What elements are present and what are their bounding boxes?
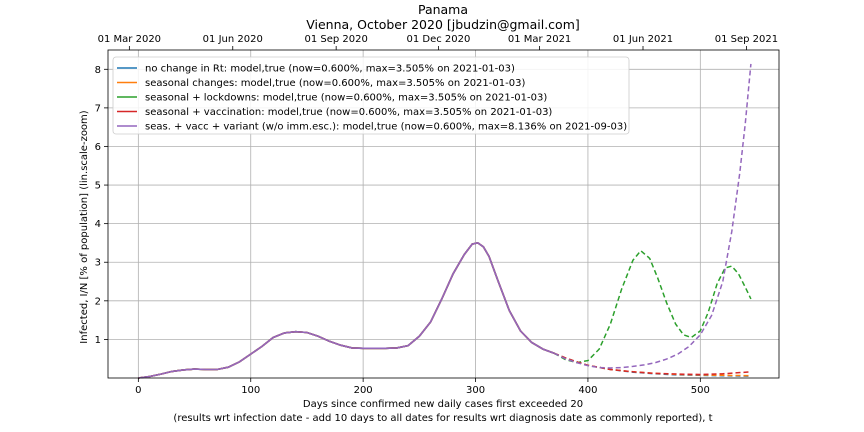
legend-entry: seasonal + lockdowns: model,true (now=0.… <box>145 93 547 104</box>
top-date-tick-label: 01 Mar 2020 <box>98 34 161 45</box>
y-axis-label: Infected, I/N [% of population] (lin.sca… <box>79 110 90 343</box>
top-date-tick-label: 01 Sep 2021 <box>715 34 778 45</box>
true-data-line <box>138 242 555 379</box>
x-tick-label: 300 <box>466 385 485 396</box>
top-date-tick-label: 01 Jun 2021 <box>613 34 673 45</box>
x-axis-label-secondary: (results wrt infection date - add 10 day… <box>173 413 712 424</box>
chart-title: Panama <box>418 2 468 17</box>
model-series-line <box>553 63 752 369</box>
y-tick-label: 2 <box>95 296 101 307</box>
chart-subtitle: Vienna, October 2020 [jbudzin@gmail.com] <box>306 17 580 32</box>
x-tick-label: 400 <box>578 385 597 396</box>
x-tick-label: 100 <box>241 385 260 396</box>
top-date-tick-label: 01 Dec 2020 <box>406 34 470 45</box>
y-tick-label: 6 <box>95 142 101 153</box>
legend-box <box>112 56 630 135</box>
legend-entry: no change in Rt: model,true (now=0.600%,… <box>145 64 515 75</box>
top-date-tick-label: 01 Sep 2020 <box>304 34 367 45</box>
y-tick-label: 1 <box>95 335 101 346</box>
model-series-line <box>553 352 751 376</box>
plot-area <box>107 49 780 379</box>
x-tick-label: 0 <box>135 385 141 396</box>
series-lines <box>553 63 752 377</box>
legend-entry: seasonal changes: model,true (now=0.600%… <box>145 78 525 89</box>
y-tick-label: 5 <box>95 181 101 192</box>
x-tick-label: 200 <box>354 385 373 396</box>
y-tick-label: 8 <box>95 65 101 76</box>
legend-entry: seasonal + vaccination: model,true (now=… <box>145 107 552 118</box>
model-series-line <box>553 352 751 377</box>
legend: no change in Rt: model,true (now=0.600%,… <box>112 56 630 135</box>
y-tick-label: 3 <box>95 258 101 269</box>
y-tick-label: 7 <box>95 103 101 114</box>
x-tick-label: 500 <box>691 385 710 396</box>
y-tick-label: 4 <box>95 219 101 230</box>
true-data-series <box>138 242 555 379</box>
top-date-tick-label: 01 Mar 2021 <box>508 34 571 45</box>
top-date-tick-label: 01 Jun 2020 <box>203 34 263 45</box>
axis-ticks: 0 100 200 300 400 500 1 2 3 4 5 6 7 8 01 Mar 2020 01 Ju… <box>95 34 778 396</box>
x-axis-label: Days since confirmed new daily cases fir… <box>303 399 583 410</box>
model-series-line <box>553 249 752 364</box>
legend-entry: seas. + vacc + variant (w/o imm.esc.): m… <box>145 122 627 133</box>
